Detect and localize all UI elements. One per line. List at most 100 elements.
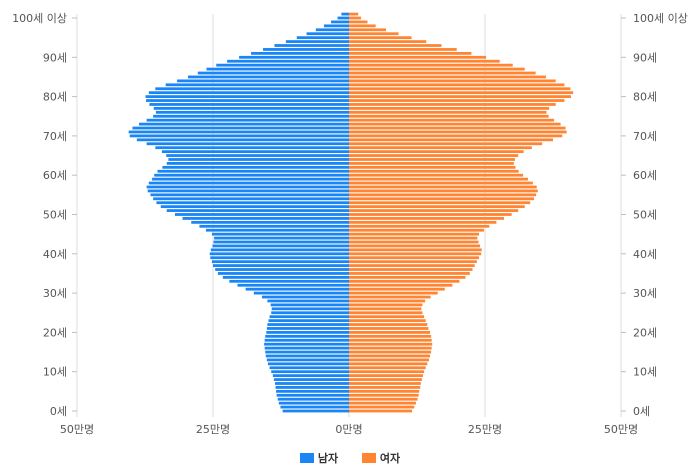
x-tick-label-0: 50만명 [60, 423, 94, 436]
y-tick-label-right-6: 60세 [633, 169, 657, 182]
bar-male-age-8 [273, 378, 349, 381]
bar-male-age-48 [191, 220, 349, 224]
bar-male-age-51 [166, 209, 349, 212]
legend-item-male[interactable]: 남자 [299, 450, 338, 466]
bar-female-age-39 [349, 256, 480, 260]
bar-male-age-59 [152, 177, 349, 181]
bar-male-age-63 [166, 162, 349, 165]
bar-male-age-99 [331, 20, 349, 24]
bar-female-age-58 [349, 181, 533, 185]
bar-male-age-96 [306, 32, 349, 36]
y-tick-label-right-8: 80세 [633, 91, 657, 104]
bar-male-age-3 [277, 397, 349, 401]
bar-female-age-35 [349, 272, 470, 275]
bar-male-age-1 [280, 405, 349, 409]
bar-female-age-87 [349, 67, 525, 71]
bar-female-age-99 [349, 20, 368, 24]
bar-female-age-6 [349, 386, 421, 389]
bar-male-age-61 [157, 169, 349, 173]
bar-male-age-94 [285, 40, 349, 43]
bar-male-age-93 [274, 44, 349, 47]
y-tick-label-left-6: 60세 [43, 169, 67, 182]
bar-male-age-101 [341, 12, 349, 16]
bar-male-age-24 [269, 315, 349, 319]
bar-female-age-88 [349, 63, 513, 67]
bar-female-age-68 [349, 142, 543, 146]
y-tick-label-left-4: 40세 [43, 248, 67, 261]
bar-female-age-42 [349, 244, 481, 248]
bar-female-age-13 [349, 358, 429, 362]
bar-male-age-91 [251, 51, 349, 55]
bar-male-age-86 [197, 71, 349, 75]
bar-male-age-64 [168, 158, 349, 161]
bar-male-age-40 [209, 252, 349, 256]
bar-male-age-2 [278, 401, 349, 405]
bar-male-age-11 [269, 366, 349, 370]
y-tick-label-right-5: 50세 [633, 209, 657, 222]
bar-female-age-4 [349, 393, 419, 397]
bar-male-age-28 [267, 299, 349, 303]
bar-female-age-29 [349, 295, 431, 299]
bar-female-age-54 [349, 197, 534, 201]
bar-female-age-51 [349, 209, 519, 212]
bar-female-age-7 [349, 382, 421, 385]
y-tick-label-left-0: 0세 [50, 405, 67, 418]
bar-male-age-56 [147, 189, 349, 193]
bar-male-age-79 [146, 99, 349, 102]
bar-female-age-27 [349, 303, 423, 307]
bar-female-age-22 [349, 323, 428, 326]
y-tick-label-right-9: 90세 [633, 51, 657, 64]
bar-female-age-73 [349, 122, 561, 126]
bar-female-age-100 [349, 16, 361, 20]
bar-male-age-29 [261, 295, 349, 299]
bar-female-age-46 [349, 228, 484, 232]
bar-female-age-50 [349, 213, 512, 216]
bar-female-age-67 [349, 146, 532, 150]
bar-female-age-32 [349, 283, 453, 287]
bar-male-age-42 [212, 244, 349, 248]
bar-male-age-73 [139, 122, 349, 126]
bar-male-age-27 [270, 303, 349, 307]
legend-swatch-female [361, 453, 376, 463]
bar-female-age-3 [349, 397, 418, 401]
bar-female-age-64 [349, 158, 515, 161]
y-tick-label-left-8: 80세 [43, 91, 67, 104]
bar-male-age-39 [210, 256, 349, 260]
bar-male-age-87 [206, 67, 349, 71]
bar-female-age-8 [349, 378, 422, 381]
bar-female-age-38 [349, 260, 477, 264]
bar-female-age-21 [349, 327, 429, 330]
bar-female-age-2 [349, 401, 416, 405]
bar-female-age-92 [349, 48, 457, 51]
bar-female-age-15 [349, 350, 432, 354]
bar-male-age-71 [128, 130, 349, 134]
bar-female-age-78 [349, 103, 556, 106]
bar-female-age-37 [349, 264, 475, 267]
bar-female-age-5 [349, 389, 420, 393]
bar-male-age-30 [253, 291, 349, 295]
bar-female-age-49 [349, 217, 505, 220]
bar-male-age-7 [275, 382, 349, 385]
bar-female-age-11 [349, 366, 426, 370]
bar-female-age-14 [349, 354, 431, 358]
bar-male-age-57 [146, 185, 349, 189]
bar-female-age-20 [349, 330, 431, 334]
bar-female-age-60 [349, 173, 524, 177]
bar-male-age-66 [161, 150, 349, 154]
bar-female-age-12 [349, 362, 428, 366]
bar-female-age-33 [349, 279, 460, 283]
legend-item-female[interactable]: 여자 [361, 450, 400, 466]
bar-female-age-66 [349, 150, 524, 154]
bar-female-age-0 [349, 409, 413, 413]
bar-male-age-83 [165, 83, 349, 87]
bar-female-age-36 [349, 268, 473, 271]
bar-female-age-16 [349, 346, 432, 350]
bar-female-age-84 [349, 79, 556, 83]
y-tick-label-left-10: 100세 이상 [12, 12, 67, 25]
bar-male-age-90 [239, 55, 349, 59]
bar-male-age-95 [296, 36, 349, 40]
bar-male-age-25 [271, 311, 349, 315]
y-tick-label-right-10: 100세 이상 [633, 12, 688, 25]
bar-male-age-15 [265, 350, 349, 354]
bar-male-age-89 [227, 59, 349, 63]
